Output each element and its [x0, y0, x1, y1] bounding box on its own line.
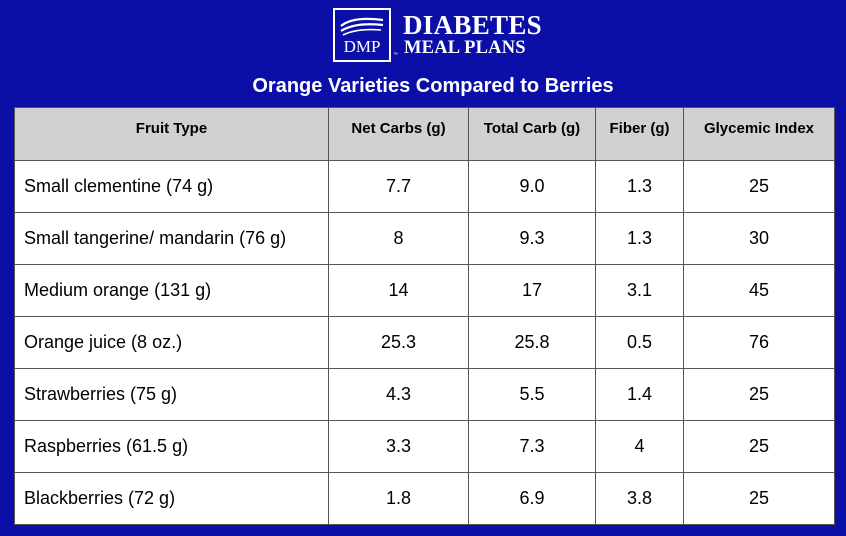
total-carb-cell: 5.5 [468, 368, 596, 421]
glycemic-index-cell: 76 [683, 316, 835, 369]
net-carbs-cell: 8 [328, 212, 469, 265]
fiber-cell: 3.1 [595, 264, 684, 317]
glycemic-index-cell: 25 [683, 420, 835, 473]
column-header-fiber: Fiber (g) [595, 107, 684, 161]
total-carb-cell: 9.3 [468, 212, 596, 265]
table-row: Strawberries (75 g) 4.3 5.5 1.4 25 [14, 368, 835, 421]
net-carbs-cell: 14 [328, 264, 469, 317]
fiber-cell: 4 [595, 420, 684, 473]
total-carb-cell: 25.8 [468, 316, 596, 369]
table-row: Blackberries (72 g) 1.8 6.9 3.8 25 [14, 472, 835, 525]
fiber-cell: 1.4 [595, 368, 684, 421]
glycemic-index-cell: 25 [683, 368, 835, 421]
fiber-cell: 0.5 [595, 316, 684, 369]
table-row: Medium orange (131 g) 14 17 3.1 45 [14, 264, 835, 317]
total-carb-cell: 9.0 [468, 160, 596, 213]
column-header-net-carbs: Net Carbs (g) [328, 107, 469, 161]
fiber-cell: 1.3 [595, 212, 684, 265]
table-row: Orange juice (8 oz.) 25.3 25.8 0.5 76 [14, 316, 835, 369]
table-row: Small tangerine/ mandarin (76 g) 8 9.3 1… [14, 212, 835, 265]
total-carb-cell: 7.3 [468, 420, 596, 473]
page-title: Orange Varieties Compared to Berries [252, 75, 614, 97]
net-carbs-cell: 3.3 [328, 420, 469, 473]
header: DMP ™ DIABETES MEAL PLANS Orange Varieti… [0, 0, 846, 100]
table-row: Small clementine (74 g) 7.7 9.0 1.3 25 [14, 160, 835, 213]
column-header-glycemic-index: Glycemic Index [683, 107, 835, 161]
glycemic-index-cell: 45 [683, 264, 835, 317]
glycemic-index-cell: 25 [683, 160, 835, 213]
column-header-total-carb: Total Carb (g) [468, 107, 596, 161]
logo-mark-text: DMP [343, 37, 381, 56]
fruit-type-cell: Small clementine (74 g) [14, 160, 329, 213]
plate-waves-icon [340, 17, 384, 36]
comparison-table: Fruit Type Net Carbs (g) Total Carb (g) … [14, 107, 835, 525]
brand-line-1: DIABETES [403, 10, 542, 40]
net-carbs-cell: 25.3 [328, 316, 469, 369]
fruit-type-cell: Blackberries (72 g) [14, 472, 329, 525]
column-header-fruit-type: Fruit Type [14, 107, 329, 161]
total-carb-cell: 17 [468, 264, 596, 317]
net-carbs-cell: 4.3 [328, 368, 469, 421]
fiber-cell: 3.8 [595, 472, 684, 525]
table-row: Raspberries (61.5 g) 3.3 7.3 4 25 [14, 420, 835, 473]
fruit-type-cell: Strawberries (75 g) [14, 368, 329, 421]
fruit-type-cell: Medium orange (131 g) [14, 264, 329, 317]
net-carbs-cell: 7.7 [328, 160, 469, 213]
trademark-symbol: ™ [393, 52, 398, 58]
glycemic-index-cell: 25 [683, 472, 835, 525]
dmp-logo: DMP [333, 8, 391, 62]
fruit-type-cell: Raspberries (61.5 g) [14, 420, 329, 473]
brand-line-2: MEAL PLANS [404, 38, 526, 58]
fiber-cell: 1.3 [595, 160, 684, 213]
total-carb-cell: 6.9 [468, 472, 596, 525]
net-carbs-cell: 1.8 [328, 472, 469, 525]
glycemic-index-cell: 30 [683, 212, 835, 265]
fruit-type-cell: Orange juice (8 oz.) [14, 316, 329, 369]
fruit-type-cell: Small tangerine/ mandarin (76 g) [14, 212, 329, 265]
table-header-row: Fruit Type Net Carbs (g) Total Carb (g) … [14, 107, 835, 161]
